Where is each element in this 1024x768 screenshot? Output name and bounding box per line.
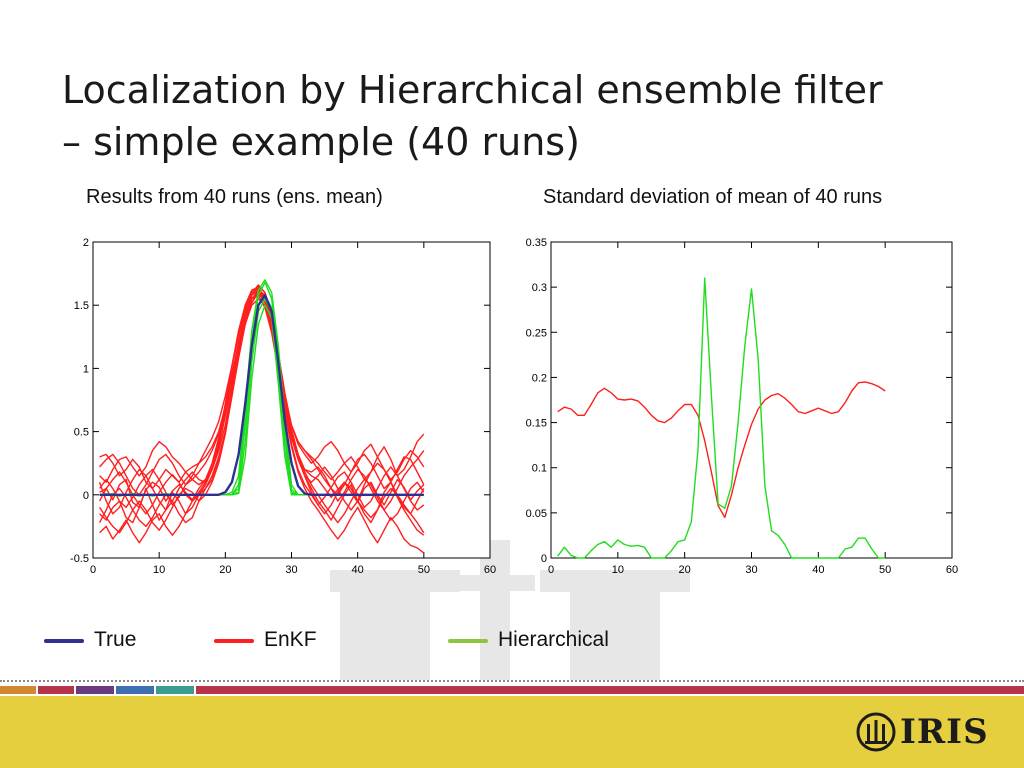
legend-true-swatch [44,639,84,643]
x-tick-label: 0 [548,564,554,576]
series-line-hierarchical [557,277,886,559]
x-tick-label: 20 [679,564,691,576]
color-bar-segment [116,686,154,694]
x-tick-label: 30 [285,564,297,576]
color-bar-segment [196,686,1024,694]
left-chart-title: Results from 40 runs (ens. mean) [86,186,383,208]
y-tick-label: 0.35 [526,237,547,249]
y-tick-label: -0.5 [70,553,89,565]
slide-title-line2: – simple example (40 runs) [62,120,580,164]
iris-logo-text: IRIS [900,712,989,752]
y-tick-label: 0.3 [532,282,547,294]
series-line-enkf [99,286,425,511]
ensemble-mean-chart: 0 10 20 30 40 50 60-0.500.511.52 [70,237,496,576]
std-deviation-chart: 0 10 20 30 40 50 60 0 0.05 0.1 0.15 0.2 0.25 0.3 0.35 [526,237,959,576]
y-tick-label: 0.15 [526,418,547,430]
x-tick-label: 20 [219,564,231,576]
y-tick-label: 0.2 [532,372,547,384]
footer-band [0,696,1024,768]
series-line-enkf [98,291,425,534]
x-tick-label: 50 [418,564,430,576]
slide-title: Localization by Hierarchical ensemble fi… [62,64,1002,168]
legend-hierarchical-swatch [448,639,488,643]
y-tick-label: 0 [83,490,89,502]
color-bar-segment [156,686,194,694]
y-tick-label: 0.1 [532,463,547,475]
series-line-true [99,293,424,496]
y-tick-label: 0 [541,553,547,565]
y-tick-label: 1 [83,363,89,375]
iris-logo-icon [856,712,896,752]
y-tick-label: 0.25 [526,327,547,339]
slide-title-line1: Localization by Hierarchical ensemble fi… [62,68,883,112]
y-tick-label: 1.5 [74,300,89,312]
y-tick-label: 2 [83,237,89,249]
right-chart-title: Standard deviation of mean of 40 runs [543,186,883,208]
x-tick-label: 0 [90,564,96,576]
legend-enkf-label: EnKF [264,628,317,651]
x-tick-label: 60 [484,564,496,576]
x-tick-label: 40 [352,564,364,576]
footer-dotted-divider [0,680,1024,682]
x-tick-label: 10 [612,564,624,576]
plot-area [92,241,491,559]
watermark-emblem-icon [330,540,690,680]
color-bar-segment [0,686,36,694]
x-tick-label: 60 [946,564,958,576]
x-tick-label: 40 [812,564,824,576]
series-line-enkf [557,381,886,519]
color-bar-segment [76,686,114,694]
series-line-enkf [98,291,425,515]
y-tick-label: 0.05 [526,508,547,520]
x-tick-label: 10 [153,564,165,576]
legend-enkf-swatch [214,639,254,643]
legend-hierarchical-label: Hierarchical [498,628,609,651]
x-tick-label: 30 [745,564,757,576]
legend-true-label: True [94,628,137,651]
footer-color-bar [0,686,1024,694]
y-tick-label: 0.5 [74,427,89,439]
x-tick-label: 50 [879,564,891,576]
color-bar-segment [38,686,74,694]
